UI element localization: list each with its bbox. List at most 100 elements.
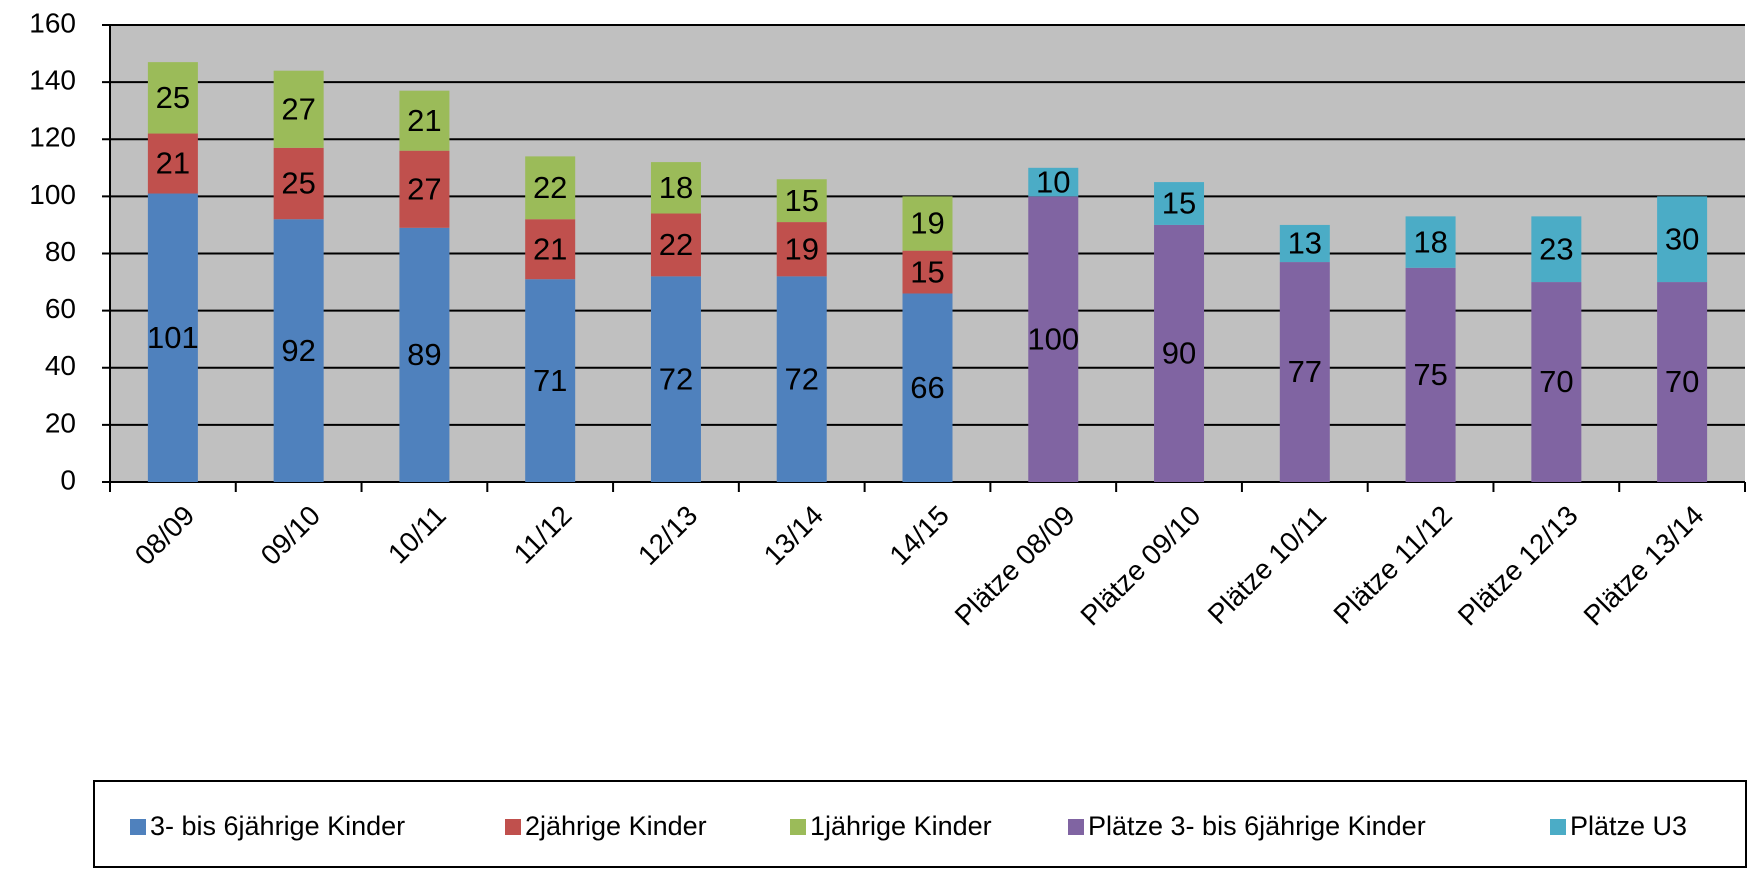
bar-segment (1405, 267, 1456, 482)
data-label: 71 (533, 363, 567, 398)
data-label: 18 (1413, 224, 1447, 259)
data-label: 22 (659, 227, 693, 262)
x-tick-label: Plätze 08/09 (949, 500, 1081, 632)
bar-segment (1028, 196, 1079, 482)
bar-segment (776, 276, 827, 482)
data-label: 27 (281, 91, 315, 126)
bar-segment (147, 62, 198, 134)
bar-segment (1279, 262, 1330, 482)
bar-segment (147, 133, 198, 194)
x-tick-label: 12/13 (632, 500, 703, 571)
x-tick-label: Plätze 10/11 (1202, 500, 1333, 631)
legend-swatch (790, 819, 806, 835)
bar-segment (1531, 282, 1582, 482)
legend-label: Plätze U3 (1570, 811, 1687, 841)
data-label: 72 (784, 361, 818, 396)
data-label: 70 (1539, 364, 1573, 399)
data-label: 21 (156, 146, 190, 181)
legend-label: 3- bis 6jährige Kinder (150, 811, 405, 841)
bar-segment (399, 150, 450, 228)
data-label: 92 (281, 333, 315, 368)
data-label: 19 (784, 231, 818, 266)
bar-segment (399, 227, 450, 482)
x-tick-label: 14/15 (883, 500, 954, 571)
bar-segment (273, 70, 324, 148)
data-label: 72 (659, 361, 693, 396)
y-tick-label: 160 (29, 7, 76, 38)
data-label: 18 (659, 170, 693, 205)
data-label: 22 (533, 170, 567, 205)
data-label: 89 (407, 337, 441, 372)
legend-swatch (1550, 819, 1566, 835)
x-tick-label: 11/12 (508, 500, 578, 570)
bar-segment (1028, 167, 1079, 197)
data-label: 15 (910, 254, 944, 289)
x-tick-label: Plätze 13/14 (1578, 500, 1710, 632)
data-label: 13 (1288, 226, 1322, 261)
data-label: 101 (147, 320, 199, 355)
data-label: 15 (784, 183, 818, 218)
data-label: 66 (910, 370, 944, 405)
bar-segment (525, 279, 576, 482)
bar-segment (1657, 282, 1708, 482)
legend-label: 2jährige Kinder (525, 811, 707, 841)
bar-segment (273, 219, 324, 482)
bar-segment (776, 222, 827, 277)
legend-label: 1jährige Kinder (810, 811, 992, 841)
data-label: 10 (1036, 164, 1070, 199)
legend-swatch (505, 819, 521, 835)
bar-segment (1279, 224, 1330, 263)
y-tick-label: 140 (29, 65, 76, 96)
bar-segment (650, 276, 701, 482)
bar-segment (902, 250, 953, 294)
data-label: 21 (533, 231, 567, 266)
bar-segment (902, 196, 953, 251)
bar-segment (1154, 182, 1205, 225)
x-tick-label: 10/11 (382, 500, 452, 570)
y-tick-label: 0 (60, 464, 76, 495)
y-tick-label: 80 (45, 236, 76, 267)
data-label: 90 (1162, 336, 1196, 371)
bar-segment (902, 293, 953, 482)
data-label: 23 (1539, 231, 1573, 266)
bar-segment (399, 90, 450, 151)
bar-segment (1154, 224, 1205, 482)
bar-segment (1531, 216, 1582, 283)
data-label: 75 (1413, 357, 1447, 392)
data-label: 25 (156, 80, 190, 115)
bar-segment (650, 162, 701, 214)
data-label: 27 (407, 171, 441, 206)
bar-segment (525, 156, 576, 220)
legend-swatch (1068, 819, 1084, 835)
legend-box (93, 780, 1747, 868)
legend-swatch (130, 819, 146, 835)
y-tick-label: 120 (29, 122, 76, 153)
data-label: 30 (1665, 221, 1699, 256)
bar-segment (147, 193, 198, 483)
y-tick-label: 40 (45, 350, 76, 381)
x-tick-label: 08/09 (129, 500, 200, 571)
x-tick-label: 13/14 (758, 500, 829, 571)
bar-segment (273, 147, 324, 220)
data-label: 100 (1027, 321, 1079, 356)
bar-segment (525, 219, 576, 280)
bar-segment (650, 213, 701, 277)
bar-segment (1657, 196, 1708, 283)
data-label: 25 (281, 166, 315, 201)
data-label: 77 (1288, 354, 1322, 389)
data-label: 21 (407, 103, 441, 138)
x-tick-label: Plätze 11/12 (1328, 500, 1459, 631)
y-tick-label: 20 (45, 407, 76, 438)
data-label: 15 (1162, 186, 1196, 221)
bar-segment (776, 179, 827, 223)
x-tick-label: Plätze 09/10 (1075, 500, 1207, 632)
y-tick-label: 100 (29, 179, 76, 210)
bar-segment (1405, 216, 1456, 268)
data-label: 19 (910, 206, 944, 241)
x-tick-label: Plätze 12/13 (1452, 500, 1584, 632)
x-tick-label: 09/10 (255, 500, 326, 571)
y-tick-label: 60 (45, 293, 76, 324)
data-label: 70 (1665, 364, 1699, 399)
legend-label: Plätze 3- bis 6jährige Kinder (1088, 811, 1426, 841)
